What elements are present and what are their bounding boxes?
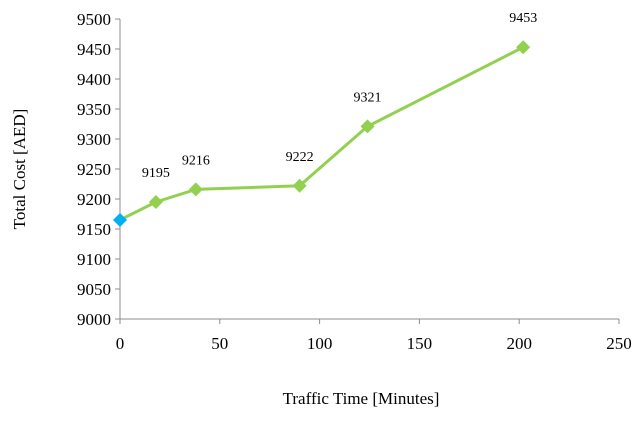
x-axis-ticks: 0 50 100 150 200 250 xyxy=(116,319,632,353)
data-label: 9453 xyxy=(509,11,537,26)
y-tick-label: 9250 xyxy=(77,160,111,179)
x-tick-label: 150 xyxy=(407,334,433,353)
y-tick-label: 9000 xyxy=(77,310,111,329)
axis-layer: 9000 9050 9100 9150 9200 9250 9300 9350 9400 9450… xyxy=(10,10,632,408)
y-tick-label: 9150 xyxy=(77,220,111,239)
data-label: 9222 xyxy=(286,150,314,165)
data-point-marker xyxy=(292,178,307,193)
x-tick-label: 100 xyxy=(307,334,333,353)
data-point-marker xyxy=(516,40,531,55)
data-point-marker xyxy=(148,195,163,209)
x-tick-label: 200 xyxy=(506,334,532,353)
data-label: 9321 xyxy=(354,90,382,105)
y-axis-title: Total Cost [AED] xyxy=(10,109,29,230)
data-point-marker xyxy=(188,182,203,197)
x-tick-label: 0 xyxy=(116,334,125,353)
y-tick-label: 9450 xyxy=(77,40,111,59)
y-axis-ticks: 9000 9050 9100 9150 9200 9250 9300 9350 9400 9450… xyxy=(77,10,120,329)
y-tick-label: 9500 xyxy=(77,10,111,29)
series-layer: 9195 9216 9222 9321 9453 xyxy=(113,11,537,227)
y-tick-label: 9400 xyxy=(77,70,111,89)
data-label: 9216 xyxy=(182,153,210,168)
data-point-marker xyxy=(113,213,127,227)
x-tick-label: 250 xyxy=(606,334,632,353)
y-tick-label: 9100 xyxy=(77,250,111,269)
y-tick-label: 9300 xyxy=(77,130,111,149)
x-tick-label: 50 xyxy=(211,334,228,353)
y-tick-label: 9200 xyxy=(77,190,111,209)
y-tick-label: 9050 xyxy=(77,280,111,299)
data-label: 9195 xyxy=(142,166,170,181)
x-axis-title: Traffic Time [Minutes] xyxy=(283,389,440,408)
y-tick-label: 9350 xyxy=(77,100,111,119)
data-point-marker xyxy=(360,119,375,134)
series-line xyxy=(119,45,524,222)
